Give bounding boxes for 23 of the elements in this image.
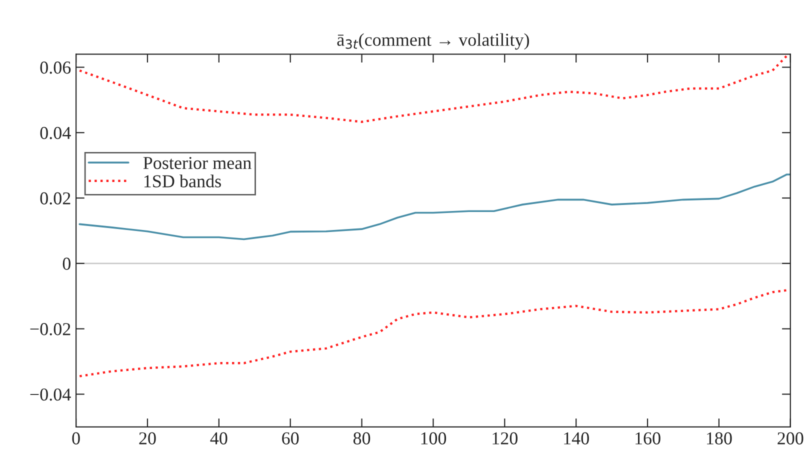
- x-tick-label: 80: [353, 432, 370, 444]
- x-tick-label: 160: [636, 432, 660, 444]
- y-tick-label: −0.04: [30, 388, 71, 401]
- chart-title: ā$_{3t}$(comment → volatility): [337, 33, 529, 50]
- legend-label: Posterior mean: [143, 156, 252, 170]
- y-tick-label: 0.02: [40, 192, 70, 205]
- x-tick-label: 200: [778, 432, 804, 444]
- y-tick-label: 0.04: [40, 126, 71, 140]
- line-series: [78, 54, 788, 123]
- x-tick-label: 40: [210, 432, 228, 444]
- x-tick-label: 100: [421, 432, 446, 444]
- x-tick-label: 140: [564, 432, 589, 444]
- line-series: [78, 289, 788, 378]
- legend-label: 1SD bands: [144, 174, 221, 188]
- x-tick-label: 20: [139, 432, 156, 444]
- line-series: [78, 174, 790, 240]
- y-tick-label: −0.02: [30, 323, 70, 336]
- y-tick-label: 0.06: [40, 62, 71, 74]
- x-tick-label: 180: [707, 432, 732, 444]
- y-tick-label: 0: [62, 258, 70, 270]
- x-tick-label: 120: [492, 432, 518, 444]
- x-tick-label: 0: [72, 432, 80, 444]
- x-tick-label: 60: [282, 432, 299, 444]
